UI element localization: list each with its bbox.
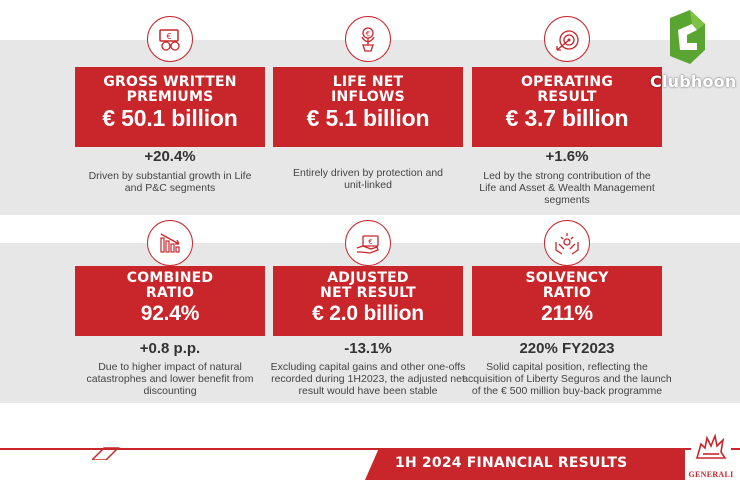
kpi-desc-line1: Entirely driven by protection and [293, 167, 443, 179]
kpi-title-line1: GROSS WRITTEN [103, 74, 237, 90]
kpi-title-line1: LIFE NET [332, 74, 404, 90]
kpi-desc-line2: catastrophes and lower benefit from [86, 373, 254, 385]
hand-banknote-icon: € [345, 220, 391, 266]
kpi-desc-line1: Led by the strong contribution of the [483, 170, 651, 182]
kpi-description: Led by the strong contribution of the Li… [452, 170, 682, 206]
kpi-delta: +1.6% [545, 148, 589, 165]
kpi-value: € 50.1 billion [102, 105, 238, 131]
hands-protecting-icon [544, 220, 590, 266]
kpi-desc-line3: result would have been stable [298, 385, 438, 397]
kpi-red-box: SOLVENCY RATIO 211% [472, 266, 662, 336]
footer-title: 1H 2024 FINANCIAL RESULTS [395, 455, 628, 471]
kpi-description: Excluding capital gains and other one-of… [253, 361, 483, 397]
kpi-desc-line2: acquisition of Liberty Seguros and the l… [462, 373, 672, 385]
kpi-desc-line2: recorded during 1H2023, the adjusted net [271, 373, 465, 385]
kpi-value: € 5.1 billion [306, 105, 430, 131]
euro-plant-icon: € [345, 16, 391, 62]
kpi-title-line2: INFLOWS [331, 89, 405, 105]
svg-text:€: € [366, 30, 370, 38]
generali-logo: GENERALI [686, 430, 736, 480]
clubhoon-watermark-text: Clubhoon [650, 72, 737, 91]
kpi-delta: +0.8 p.p. [139, 340, 201, 357]
kpi-red-box: ADJUSTED NET RESULT € 2.0 billion [273, 266, 463, 336]
kpi-desc-line2: unit-linked [344, 179, 392, 191]
declining-bars-icon [147, 220, 193, 266]
footer-divider [0, 448, 740, 450]
kpi-description: Entirely driven by protection and unit-l… [253, 167, 483, 191]
kpi-desc-line1: Solid capital position, reflecting the [486, 361, 648, 373]
kpi-desc-line1: Excluding capital gains and other one-of… [270, 361, 466, 373]
kpi-desc-line1: Driven by substantial growth in Life [88, 170, 252, 182]
kpi-delta: 220% FY2023 [519, 340, 615, 357]
kpi-title-line1: OPERATING [520, 74, 614, 90]
kpi-red-box: LIFE NET INFLOWS € 5.1 billion [273, 67, 463, 147]
svg-text:€: € [368, 238, 372, 246]
kpi-description: Driven by substantial growth in Life and… [55, 170, 285, 194]
svg-text:€: € [166, 32, 171, 41]
kpi-desc-line2: Life and Asset & Wealth Management [479, 182, 655, 194]
kpi-desc-line3: discounting [143, 385, 197, 397]
target-arrow-icon [544, 16, 590, 62]
clubhoon-logo-icon [645, 10, 735, 100]
kpi-title-line2: NET RESULT [320, 285, 416, 301]
generali-logo-text: GENERALI [688, 470, 734, 479]
kpi-title-line1: SOLVENCY [525, 270, 609, 286]
kpi-red-box: OPERATING RESULT € 3.7 billion [472, 67, 662, 147]
kpi-description: Due to higher impact of natural catastro… [55, 361, 285, 397]
kpi-red-box: COMBINED RATIO 92.4% [75, 266, 265, 336]
kpi-title-line1: COMBINED [126, 270, 214, 286]
kpi-value: € 2.0 billion [312, 302, 424, 325]
euro-coins-icon: € [147, 16, 193, 62]
kpi-title-line2: RATIO [542, 285, 592, 301]
kpi-value: 92.4% [140, 302, 200, 325]
kpi-title-line2: RESULT [537, 89, 597, 105]
kpi-desc-line2: and P&C segments [124, 182, 216, 194]
kpi-desc-line1: Due to higher impact of natural [98, 361, 242, 373]
kpi-title-line2: PREMIUMS [126, 89, 214, 105]
kpi-value: 211% [541, 302, 593, 325]
kpi-title-line1: ADJUSTED [327, 270, 409, 286]
kpi-value: € 3.7 billion [505, 105, 629, 131]
kpi-description: Solid capital position, reflecting the a… [452, 361, 682, 397]
kpi-red-box: GROSS WRITTEN PREMIUMS € 50.1 billion [75, 67, 265, 147]
kpi-desc-line3: of the € 500 million buy-back programme [471, 385, 663, 397]
winged-lion-icon [691, 430, 731, 464]
kpi-desc-line3: segments [544, 194, 590, 206]
kpi-title-line2: RATIO [145, 285, 195, 301]
kpi-delta: -13.1% [344, 340, 392, 357]
kpi-delta: +20.4% [144, 148, 196, 165]
footer-banner [365, 448, 685, 480]
